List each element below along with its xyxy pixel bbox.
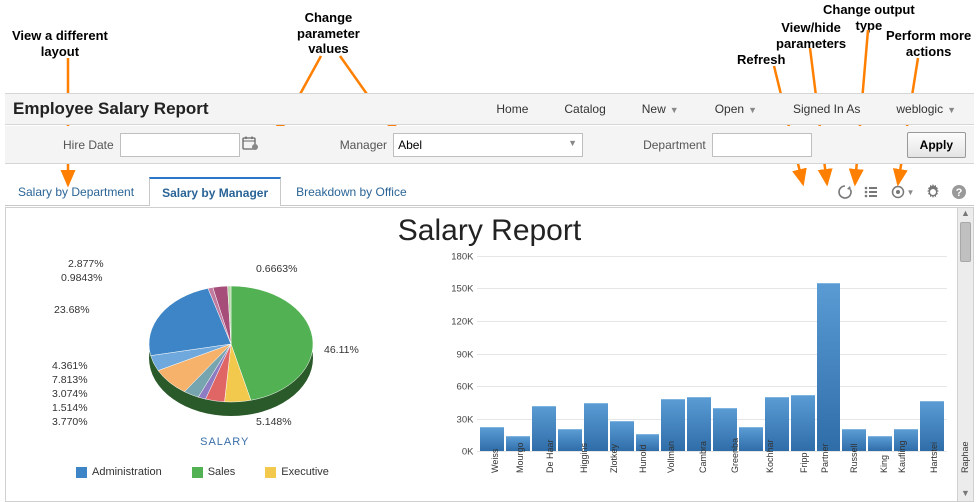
legend-label: Administration (92, 466, 162, 478)
x-axis-label: Greenba (730, 438, 740, 473)
legend-item: Sales (192, 466, 236, 478)
bar (791, 395, 815, 451)
pie-slice-label: 0.9843% (61, 272, 102, 284)
report-toolbar: ▼ ? (836, 183, 974, 205)
bar (480, 427, 504, 451)
x-axis-label: Weiss (490, 449, 500, 473)
y-axis-label: 0K (462, 447, 474, 458)
y-axis-label: 180K (451, 252, 473, 263)
nav-catalog[interactable]: Catalog (546, 102, 623, 116)
pie-slice-label: 3.074% (52, 388, 88, 400)
hire-date-input[interactable] (120, 133, 240, 157)
y-axis-label: 60K (457, 381, 474, 392)
annot-layout: View a different layout (12, 28, 108, 59)
header-bar: Employee Salary Report Home Catalog New▼… (5, 93, 974, 125)
refresh-icon[interactable] (836, 183, 854, 201)
report-content: ▲ ▼ Salary Report 2.877% 0.9843% 0.6663% 23… (5, 207, 974, 502)
x-axis-label: Russell (849, 443, 859, 473)
legend-swatch (192, 467, 203, 478)
y-axis-label: 30K (457, 414, 474, 425)
legend-item: Administration (76, 466, 162, 478)
svg-text:?: ? (956, 187, 963, 199)
chevron-down-icon: ▼ (947, 105, 956, 115)
x-axis-label: Vollman (666, 441, 676, 473)
legend-swatch (265, 467, 276, 478)
pie-svg (141, 274, 321, 424)
bar (739, 427, 763, 451)
manager-select[interactable] (393, 133, 583, 157)
parameter-bar: Hire Date Manager ▼ Department Apply (5, 126, 974, 164)
report-title: Salary Report (6, 214, 973, 248)
x-axis-label: Partner (820, 443, 830, 473)
x-axis-label: Hunold (638, 444, 648, 473)
apply-button[interactable]: Apply (907, 132, 966, 158)
x-axis-label: Mourgo (515, 442, 525, 473)
scroll-down-icon[interactable]: ▼ (958, 488, 973, 501)
nav-home[interactable]: Home (478, 102, 546, 116)
bar (868, 436, 892, 451)
chevron-down-icon: ▼ (748, 105, 757, 115)
legend-label: Executive (281, 466, 329, 478)
manager-label: Manager (340, 138, 387, 152)
help-icon[interactable]: ? (950, 183, 968, 201)
layout-tabs: Salary by Department Salary by Manager B… (5, 176, 974, 206)
bar (817, 283, 841, 451)
tab-breakdown-by-office[interactable]: Breakdown by Office (283, 177, 420, 205)
x-axis-label: Kaufling (897, 440, 907, 473)
y-axis-label: 90K (457, 349, 474, 360)
pie-slice-label: 2.877% (68, 258, 104, 270)
x-axis-label: Kochhar (765, 439, 775, 473)
y-axis-label: 150K (451, 284, 473, 295)
nav-open[interactable]: Open▼ (697, 102, 775, 116)
pie-slice-label: 23.68% (54, 304, 90, 316)
tab-salary-by-department[interactable]: Salary by Department (5, 177, 147, 205)
annot-more: Perform more actions (886, 28, 971, 59)
scroll-thumb[interactable] (960, 222, 971, 262)
annot-params: Change parameter values (297, 10, 360, 57)
x-axis-label: Zlotkey (609, 444, 619, 473)
legend-item: Executive (265, 466, 329, 478)
nav-signed-in: Signed In As (775, 102, 878, 116)
nav-user[interactable]: weblogic▼ (878, 102, 974, 116)
x-axis-label: Hartstei (929, 442, 939, 473)
department-input[interactable] (712, 133, 812, 157)
x-axis-label: Fripp (799, 452, 809, 473)
pie-slice-label: 3.770% (52, 416, 88, 428)
chevron-down-icon: ▼ (568, 138, 577, 148)
bar-chart: 180K150K120K90K60K30K0KWeissMourgoDe Haa… (443, 256, 957, 501)
annot-refresh: Refresh (737, 52, 785, 68)
calendar-icon[interactable] (240, 135, 260, 154)
y-axis-label: 120K (451, 316, 473, 327)
page-title: Employee Salary Report (5, 99, 209, 119)
department-label: Department (643, 138, 706, 152)
pie-slice-label: 1.514% (52, 402, 88, 414)
pie-legend: Administration Sales Executive (76, 466, 329, 478)
nav-new[interactable]: New▼ (624, 102, 697, 116)
pie-caption: SALARY (6, 436, 443, 448)
x-axis-label: King (879, 455, 889, 473)
pie-slice-label: 4.361% (52, 360, 88, 372)
pie-slice-label: 46.11% (324, 344, 359, 356)
legend-label: Sales (208, 466, 236, 478)
global-nav: Home Catalog New▼ Open▼ Signed In As web… (478, 102, 974, 116)
hire-date-label: Hire Date (63, 138, 114, 152)
x-axis-label: De Haar (545, 439, 555, 473)
scroll-up-icon[interactable]: ▲ (958, 208, 973, 221)
legend-swatch (76, 467, 87, 478)
pie-slice-label: 7.813% (52, 374, 88, 386)
tab-salary-by-manager[interactable]: Salary by Manager (149, 177, 281, 206)
gear-icon[interactable] (924, 183, 942, 201)
pie-chart: 2.877% 0.9843% 0.6663% 23.68% 46.11% 4.361% 7.… (6, 256, 443, 501)
x-axis-label: Cambra (698, 441, 708, 473)
pie-slice-label: 5.148% (256, 416, 292, 428)
x-axis-label: Raphae (960, 441, 970, 473)
pie-slice-label: 0.6663% (256, 263, 297, 275)
chevron-down-icon: ▼ (670, 105, 679, 115)
output-type-icon[interactable]: ▼ (888, 183, 916, 201)
x-axis-label: Higgins (579, 443, 589, 473)
parameters-icon[interactable] (862, 183, 880, 201)
